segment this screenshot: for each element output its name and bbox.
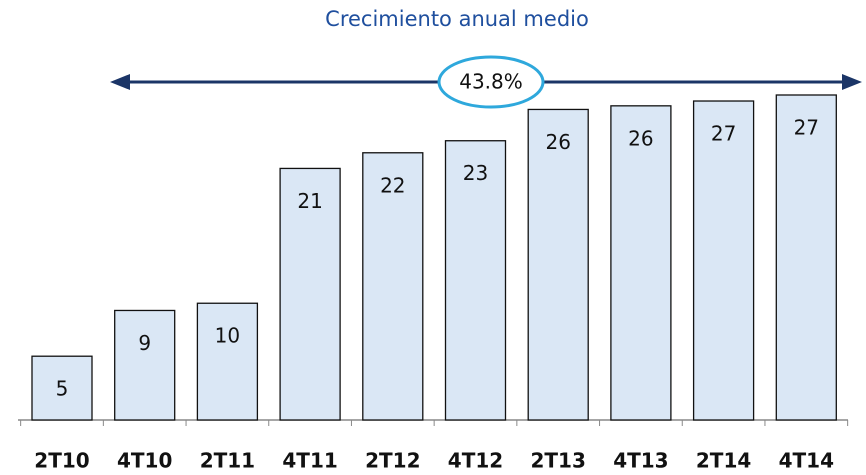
value-label: 10: [215, 324, 240, 348]
bar: [692, 100, 755, 421]
annotation-ellipse: [437, 55, 545, 109]
x-tick-label: 4T10: [117, 449, 172, 473]
value-label: 5: [56, 377, 69, 401]
value-label: 27: [711, 122, 736, 146]
value-label: 26: [545, 130, 570, 154]
x-tick-label: 4T13: [613, 449, 668, 473]
value-label: 26: [628, 126, 653, 150]
x-tick-label: 4T14: [779, 449, 834, 473]
arrow-head-left: [110, 74, 130, 90]
bar: [610, 105, 672, 421]
bar: [114, 309, 176, 421]
x-tick-label: 2T13: [531, 449, 586, 473]
x-tick-label: 2T10: [34, 449, 89, 473]
chart-title: Crecimiento anual medio: [325, 7, 589, 31]
x-tick-label: 4T11: [282, 449, 337, 473]
value-label: 21: [297, 189, 322, 213]
x-tick-label: 2T14: [696, 449, 751, 473]
value-label: 9: [138, 331, 151, 355]
x-tick-label: 2T12: [365, 449, 420, 473]
bar: [362, 152, 424, 421]
bar: [31, 355, 93, 421]
annotation: 43.8%: [459, 70, 523, 94]
x-tick-label: 2T11: [200, 449, 255, 473]
bar: [444, 140, 507, 421]
bar: [279, 167, 341, 421]
value-label: 22: [380, 173, 405, 197]
value-label: 27: [794, 116, 819, 140]
x-tick-label: 4T12: [448, 449, 503, 473]
value-label: 23: [463, 161, 488, 185]
bar: [196, 302, 259, 421]
bar: [527, 108, 589, 421]
bar: [775, 94, 837, 421]
arrow-head-right: [842, 74, 862, 90]
